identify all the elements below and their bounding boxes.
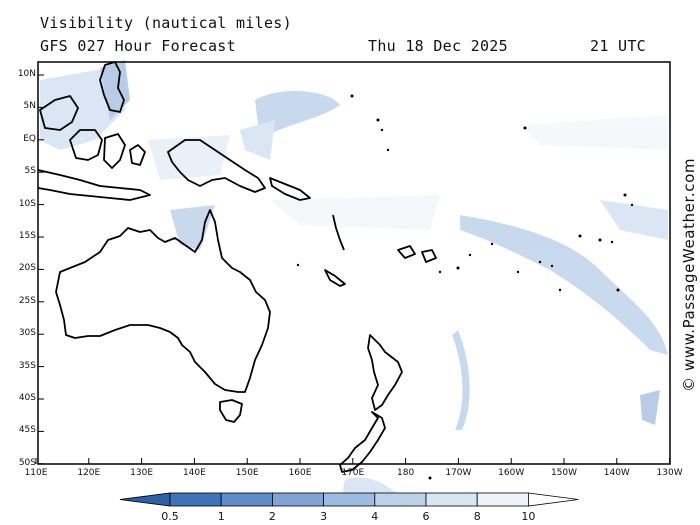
lat-label: 25S (18, 295, 36, 306)
colorbar-segment (374, 492, 427, 507)
nz-north-island-coastline (367, 334, 403, 411)
lon-label: 120E (77, 468, 101, 478)
fiji-coastline (397, 245, 416, 259)
nz-south-island-coastline (339, 411, 386, 473)
lat-label: 20S (18, 263, 36, 274)
lon-label: 180 (397, 468, 415, 478)
lat-label: 10N (17, 69, 36, 79)
lat-label: 45S (18, 425, 36, 436)
colorbar-segment (169, 492, 222, 507)
vanuatu-coastline (332, 214, 345, 251)
lon-label: 160W (498, 468, 525, 478)
lat-label: 5S (24, 166, 36, 177)
lat-label: 10S (18, 198, 36, 209)
colorbar-label: 10 (521, 510, 536, 523)
new-guinea-coastline (167, 139, 266, 193)
visibility-colorbar (119, 492, 579, 507)
colorbar-segment (323, 492, 376, 507)
colorbar-label: 6 (422, 510, 430, 523)
coastlines (37, 61, 437, 473)
indonesia-coastline (37, 169, 151, 201)
lat-label: 40S (18, 393, 36, 403)
lon-label: 130E (130, 468, 154, 478)
lat-label: EQ (23, 133, 36, 144)
lon-label: 170W (445, 468, 472, 478)
lat-label: 35S (18, 360, 36, 371)
colorbar-segment (271, 492, 324, 507)
lon-label: 140E (182, 468, 206, 478)
lon-label: 150E (235, 468, 259, 478)
forecast-time: 21 UTC (590, 37, 646, 55)
new-caledonia-coastline (324, 269, 346, 287)
colorbar-label: 8 (473, 510, 481, 523)
colorbar-segment (476, 492, 529, 507)
philippines-coastline (99, 61, 125, 113)
tasmania-coastline (219, 399, 243, 423)
colorbar-low-arrow (119, 492, 171, 507)
visibility-shading (40, 60, 668, 505)
colorbar-label: 3 (320, 510, 328, 523)
colorbar-label: 4 (371, 510, 379, 523)
lon-label: 150W (550, 468, 578, 478)
lon-label: 170E (341, 468, 365, 478)
lon-label: 130W (656, 468, 683, 478)
colorbar-high-arrow (528, 492, 579, 507)
latitude-ticks (38, 74, 44, 465)
solomon-islands-coastline (269, 177, 311, 201)
lat-label: 5N (23, 101, 36, 112)
longitude-ticks (35, 458, 671, 464)
lat-label: 50S (18, 457, 36, 468)
lat-label: 30S (18, 328, 36, 339)
colorbar-label: 1 (217, 510, 225, 523)
colorbar-segment (425, 492, 478, 507)
map-title: Visibility (nautical miles) (40, 14, 292, 32)
forecast-date: Thu 18 Dec 2025 (368, 37, 508, 55)
lat-label: 15S (18, 231, 36, 241)
colorbar-label: 0.5 (161, 510, 179, 523)
australia-coastline (55, 209, 271, 393)
lon-label: 140W (603, 468, 630, 478)
colorbar-segment (220, 492, 273, 507)
colorbar-label: 2 (268, 510, 276, 523)
lon-label: 160E (288, 468, 312, 478)
pacific-islands (296, 94, 634, 480)
map-frame (37, 61, 671, 465)
lon-label: 110E (24, 468, 48, 478)
forecast-subtitle: GFS 027 Hour Forecast (40, 37, 236, 55)
